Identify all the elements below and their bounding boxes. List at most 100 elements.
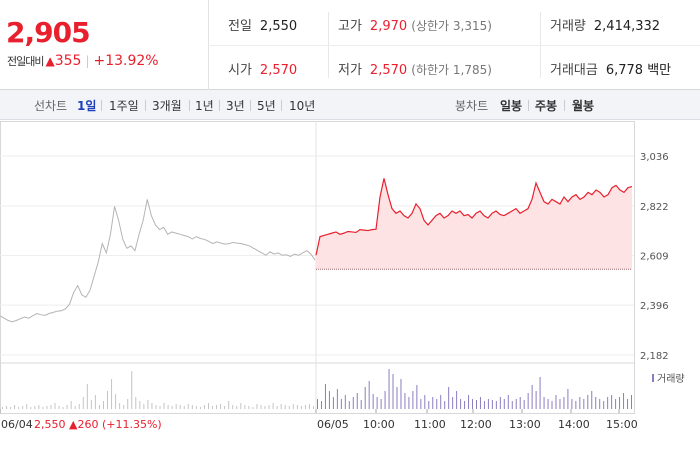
- prev-day-summary: 2,550 ▲260 (+11.35%): [34, 418, 162, 431]
- volume-bar: [207, 403, 209, 409]
- price-tick-label: 2,609: [640, 252, 669, 263]
- change-value: 355: [54, 53, 82, 69]
- volume-bar: [155, 405, 157, 409]
- volume-bar: [356, 393, 358, 409]
- period-tabs: 선차트 1일 1주일 3개월 1년 3년 5년 10년 봉차트 일봉 주봉 월봉: [0, 90, 700, 120]
- volume-bar: [94, 395, 96, 409]
- volume-bar: [499, 397, 501, 409]
- volume-bar: [424, 395, 426, 409]
- volume-bar: [583, 399, 585, 409]
- low-value: 2,570: [369, 63, 408, 78]
- time-label: 13:00: [509, 418, 541, 431]
- volume-bar: [38, 405, 40, 409]
- volume-bar: [179, 405, 181, 409]
- tab-separator: [219, 100, 220, 111]
- low-label: 저가: [338, 63, 362, 78]
- volume-bar: [507, 395, 509, 409]
- tab-5year[interactable]: 5년: [257, 99, 276, 113]
- tab-1day[interactable]: 1일: [77, 99, 97, 113]
- volume-bar: [123, 405, 125, 409]
- volume-bar: [579, 397, 581, 409]
- tab-monthly-candle[interactable]: 월봉: [572, 99, 595, 113]
- volume-bar: [111, 379, 113, 409]
- price-tick-label: 3,036: [640, 152, 669, 163]
- volume-bar: [46, 406, 48, 409]
- volume-bar: [511, 401, 513, 409]
- volume-bar: [360, 400, 362, 409]
- volume-bar: [555, 395, 557, 409]
- volume-bar: [248, 406, 250, 409]
- quote-stats: 전일 2,550 고가 2,970 (상한가 3,315) 거래량 2,414,332…: [210, 0, 700, 90]
- volume-bar: [119, 403, 121, 409]
- volume-bar: [444, 401, 446, 409]
- change-row: 전일대비 ▲355 | +13.92%: [7, 53, 159, 69]
- volume-bar: [607, 397, 609, 409]
- volume-bar: [531, 385, 533, 409]
- current-price: 2,905: [6, 16, 91, 49]
- volume-bar: [54, 403, 56, 409]
- volume-bar: [523, 400, 525, 409]
- volume-bar: [547, 399, 549, 409]
- volume-bar: [591, 391, 593, 409]
- volume-bar: [400, 379, 402, 409]
- volume-bar: [603, 401, 605, 409]
- prev-close: 전일 2,550: [228, 15, 297, 34]
- volume-bar: [436, 399, 438, 409]
- volume-bar: [66, 405, 68, 409]
- volume-bar: [464, 401, 466, 409]
- volume-bar: [551, 401, 553, 409]
- tab-10year[interactable]: 10년: [289, 99, 316, 113]
- volume-bar: [151, 403, 153, 409]
- time-label: 12:00: [460, 418, 492, 431]
- volume-bar: [147, 400, 149, 409]
- low: 저가 2,570 (하한가 1,785): [338, 59, 492, 78]
- volume-bar: [115, 394, 117, 409]
- tab-3year[interactable]: 3년: [226, 99, 245, 113]
- tab-daily-candle[interactable]: 일봉: [500, 99, 523, 113]
- volume-bar: [567, 389, 569, 409]
- volume-bar: [428, 401, 430, 409]
- tab-weekly-candle[interactable]: 주봉: [535, 99, 558, 113]
- volume-bar: [519, 397, 521, 409]
- volume-bar: [224, 406, 226, 409]
- volume-bar: [74, 406, 76, 409]
- volume: 거래량 2,414,332: [550, 15, 660, 34]
- tab-1year[interactable]: 1년: [195, 99, 214, 113]
- volume-bar: [78, 404, 80, 409]
- volume-bar: [571, 399, 573, 409]
- volume-bar: [479, 397, 481, 409]
- tab-3month[interactable]: 3개월: [152, 99, 182, 113]
- volume-bar: [276, 406, 278, 409]
- volume-bar: [456, 391, 458, 409]
- volume-bar: [320, 401, 322, 409]
- volume-bar: [376, 397, 378, 409]
- volume-bar: [50, 405, 52, 409]
- volume-bar: [236, 406, 238, 409]
- volume-bar: [308, 404, 310, 409]
- volume-bar: [2, 407, 3, 409]
- volume-bar: [559, 399, 561, 409]
- volume-bar: [368, 381, 370, 409]
- tab-separator: [189, 100, 190, 111]
- volume-bar: [599, 399, 601, 409]
- volume-bar: [127, 399, 129, 409]
- volume-legend-label: 거래량: [657, 373, 685, 385]
- volume-bar: [503, 399, 505, 409]
- time-label: 15:00: [606, 418, 638, 431]
- open: 시가 2,570: [228, 59, 297, 78]
- tab-separator: [101, 100, 102, 111]
- price-tick-label: 2,182: [640, 351, 669, 362]
- volume-bar: [460, 399, 462, 409]
- volume-bar: [86, 384, 88, 409]
- volume-bar: [244, 405, 246, 409]
- prev-close-value: 2,550: [259, 19, 298, 34]
- volume-bar: [364, 387, 366, 409]
- volume-bar: [216, 405, 218, 409]
- volume-bar: [300, 406, 302, 409]
- volume-bar: [468, 395, 470, 409]
- volume-bar: [372, 394, 374, 409]
- line-chart-title: 선차트: [34, 99, 68, 113]
- volume-bar: [220, 404, 222, 409]
- volume-bar: [90, 400, 92, 409]
- tab-1week[interactable]: 1주일: [109, 99, 139, 113]
